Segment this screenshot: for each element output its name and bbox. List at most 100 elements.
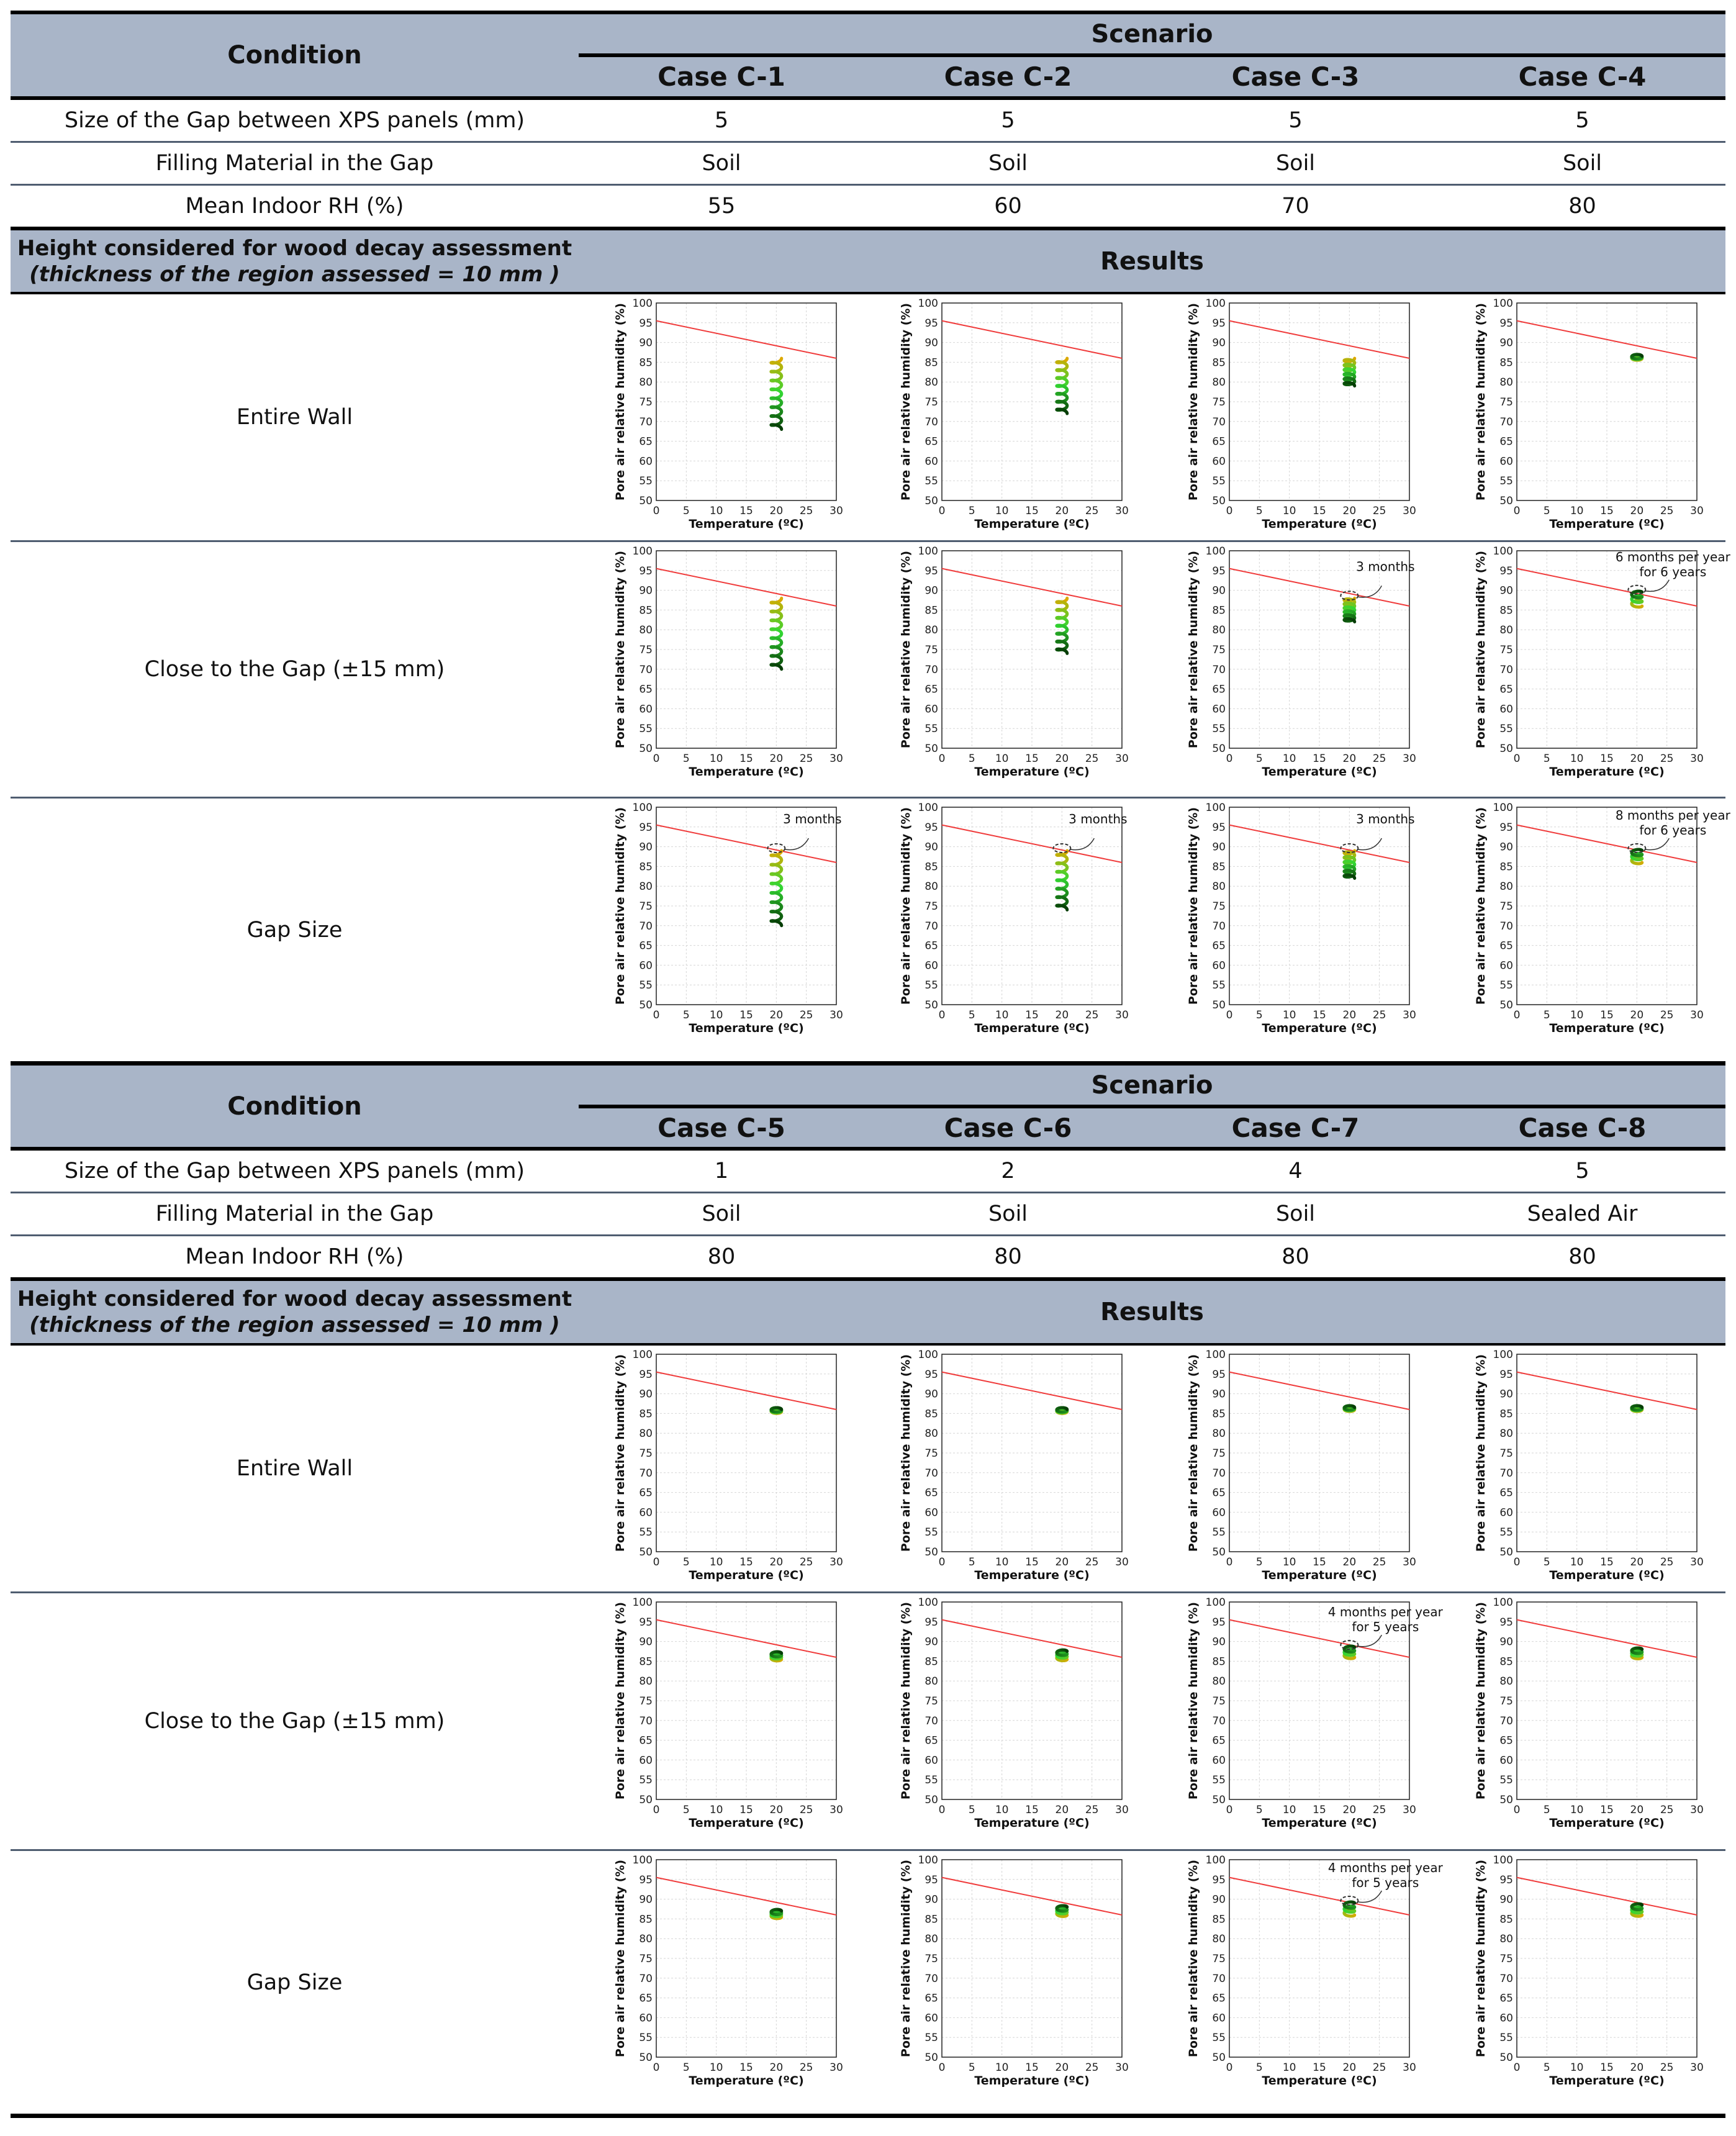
threshold-line	[656, 1371, 837, 1411]
plot-frame	[941, 1601, 1123, 1800]
x-tick-label: 5	[1256, 2061, 1263, 2074]
y-tick-label: 95	[1212, 317, 1226, 330]
indoor-rh-value: 55	[707, 194, 736, 219]
plot-frame	[941, 1354, 1123, 1552]
threshold-line	[1229, 568, 1410, 607]
y-tick-label: 60	[639, 2012, 653, 2024]
annotation-label: 3 months	[1069, 812, 1127, 826]
y-tick-label: 50	[639, 2052, 653, 2064]
y-tick-label: 95	[1212, 1874, 1226, 1886]
case-header: Case C-3	[1231, 61, 1360, 92]
x-tick-label: 30	[830, 1009, 843, 1021]
y-tick-label: 75	[639, 1447, 653, 1460]
y-tick-label: 100	[633, 1596, 653, 1609]
y-tick-label: 55	[925, 1774, 938, 1786]
y-axis-label: Pore air relative humidity (%)	[613, 807, 627, 1005]
y-tick-label: 65	[639, 1735, 653, 1747]
y-tick-label: 65	[1212, 1487, 1226, 1500]
y-tick-label: 85	[925, 604, 938, 617]
y-tick-label: 95	[1212, 1616, 1226, 1629]
x-tick-label: 20	[1056, 1009, 1069, 1021]
y-tick-label: 95	[639, 1616, 653, 1629]
x-tick-label: 0	[1226, 505, 1233, 517]
x-tick-label: 30	[830, 505, 843, 517]
y-tick-label: 75	[925, 1953, 938, 1965]
row-divider	[11, 540, 1725, 542]
rh-temperature-chart: 50 55 60 65 70 75 80 85 90 95 100 0 5 10 15 20 25 30 Tempe…	[1187, 1349, 1416, 1582]
x-tick-label: 0	[653, 1804, 660, 1816]
annotation-marker	[767, 843, 786, 853]
x-tick-label: 25	[1660, 753, 1674, 765]
x-tick-label: 25	[1373, 505, 1386, 517]
indoor-rh-value: 60	[994, 194, 1022, 219]
threshold-line	[941, 1619, 1123, 1659]
y-tick-label: 85	[639, 1408, 653, 1420]
threshold-line	[1229, 1876, 1410, 1916]
y-tick-label: 70	[925, 920, 938, 933]
y-tick-label: 90	[1499, 585, 1513, 597]
results-top-rule	[11, 227, 1725, 230]
y-tick-label: 100	[1206, 1854, 1226, 1867]
y-tick-label: 100	[1493, 802, 1513, 814]
y-axis-label: Pore air relative humidity (%)	[613, 551, 627, 748]
y-tick-label: 95	[639, 317, 653, 330]
y-tick-label: 70	[1499, 1973, 1513, 1985]
y-tick-label: 75	[639, 1695, 653, 1708]
height-title-line2: (thickness of the region assessed = 10 m…	[29, 261, 560, 287]
row-label-gap-size: Gap Size	[246, 917, 343, 943]
case-header: Case C-6	[944, 1112, 1072, 1143]
y-tick-label: 75	[1212, 1447, 1226, 1460]
y-tick-label: 80	[1499, 880, 1513, 893]
y-tick-label: 85	[1212, 861, 1226, 873]
x-tick-label: 15	[739, 753, 753, 765]
row-label-entire-wall: Entire Wall	[236, 405, 353, 430]
y-tick-label: 80	[639, 376, 653, 389]
filling-label: Filling Material in the Gap	[155, 151, 434, 176]
x-tick-label: 20	[770, 753, 784, 765]
x-tick-label: 20	[770, 1556, 784, 1568]
plot-frame	[1229, 807, 1410, 1005]
y-tick-label: 80	[925, 1675, 938, 1688]
y-tick-label: 55	[1499, 723, 1513, 735]
plot-frame	[1516, 1859, 1698, 2058]
y-tick-label: 80	[1212, 376, 1226, 389]
x-tick-label: 30	[1403, 1556, 1416, 1568]
case-header: Case C-5	[658, 1112, 785, 1143]
rh-temperature-chart: 50 55 60 65 70 75 80 85 90 95 100 0 5 10 15 20 25 30 Tempe…	[613, 1349, 843, 1582]
y-tick-label: 65	[925, 1487, 938, 1500]
y-axis-label: Pore air relative humidity (%)	[1474, 1354, 1488, 1552]
x-tick-label: 5	[969, 753, 975, 765]
y-tick-label: 50	[639, 495, 653, 507]
y-tick-label: 60	[1499, 455, 1513, 468]
x-tick-label: 30	[1690, 1804, 1704, 1816]
y-tick-label: 70	[925, 1715, 938, 1727]
y-tick-label: 65	[1212, 1735, 1226, 1747]
y-tick-label: 70	[639, 1715, 653, 1727]
x-tick-label: 30	[1115, 1804, 1129, 1816]
x-tick-label: 25	[1085, 505, 1099, 517]
x-tick-label: 10	[995, 2061, 1009, 2074]
x-axis-label: Temperature (ºC)	[1262, 1816, 1377, 1830]
y-tick-label: 100	[918, 802, 938, 814]
y-tick-label: 100	[1493, 1596, 1513, 1609]
plot-frame	[656, 1601, 837, 1800]
y-tick-label: 90	[925, 1894, 938, 1906]
y-tick-label: 90	[1499, 337, 1513, 350]
y-tick-label: 50	[925, 999, 938, 1011]
y-tick-label: 75	[925, 644, 938, 656]
y-tick-label: 70	[1212, 1467, 1226, 1480]
y-tick-label: 100	[1206, 802, 1226, 814]
y-tick-label: 80	[1212, 1933, 1226, 1945]
x-tick-label: 20	[1630, 1556, 1644, 1568]
y-tick-label: 100	[633, 802, 653, 814]
y-tick-label: 100	[1206, 297, 1226, 310]
y-tick-label: 50	[639, 1546, 653, 1559]
x-tick-label: 10	[1570, 1009, 1584, 1021]
y-tick-label: 55	[1212, 1526, 1226, 1539]
x-tick-label: 20	[1343, 2061, 1357, 2074]
x-tick-label: 20	[1630, 1804, 1644, 1816]
annotation-marker	[1340, 591, 1359, 601]
threshold-line	[941, 1876, 1123, 1916]
y-tick-label: 95	[1499, 1874, 1513, 1886]
x-tick-label: 10	[995, 1804, 1009, 1816]
